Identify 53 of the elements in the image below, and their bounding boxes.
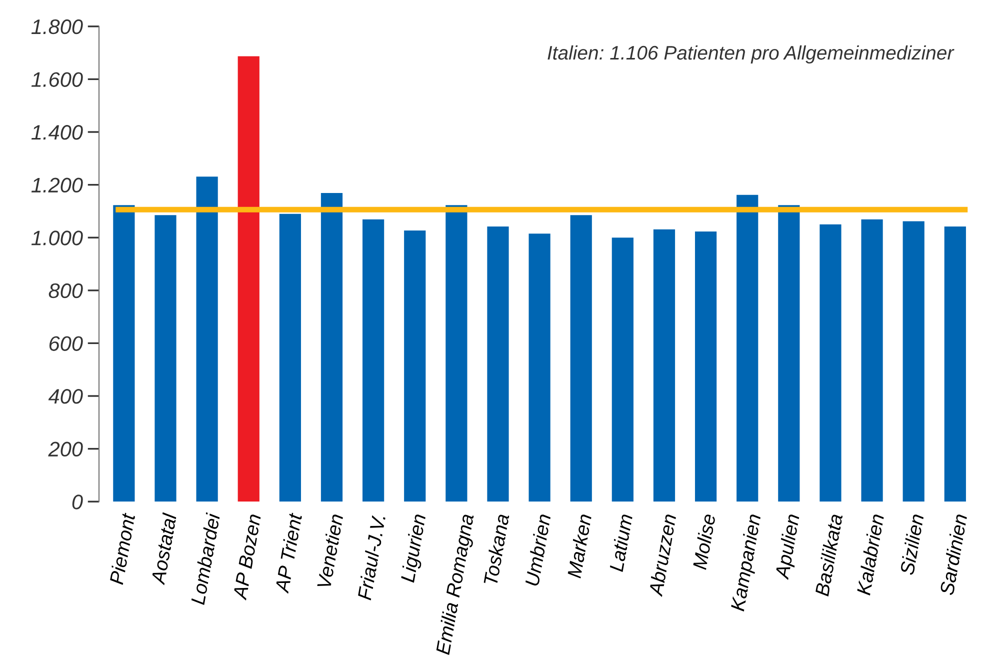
y-tick-label: 1.800: [31, 19, 83, 34]
bar: [902, 221, 924, 502]
bar: [404, 230, 426, 502]
bar: [487, 226, 509, 502]
x-tick-label: Basilikata: [814, 513, 843, 597]
x-tick-label: Abruzzen: [648, 514, 676, 598]
x-tick-label: Umbrien: [524, 514, 551, 586]
x-tick-label: Emilia Romagna: [435, 513, 478, 656]
bar: [446, 205, 468, 502]
bar: [778, 205, 800, 502]
x-tick-label: Latium: [608, 514, 633, 572]
bar: [279, 214, 301, 502]
x-tick-label: Venetien: [316, 514, 344, 588]
x-tick-label: Piemont: [108, 512, 136, 585]
bar: [736, 194, 758, 502]
bar: [528, 234, 550, 502]
bar: [944, 226, 966, 502]
x-tick-label: AP Trient: [274, 512, 302, 594]
bar: [570, 215, 592, 502]
x-tick-label: Sardinien: [939, 514, 968, 596]
y-tick-label: 200: [48, 442, 83, 457]
bar: [820, 224, 842, 502]
bar: [113, 205, 135, 502]
bar: [694, 232, 717, 502]
y-tick-label: 600: [49, 336, 83, 351]
x-tick-label: Ligurien: [400, 514, 430, 584]
y-tick-label: 1.000: [31, 230, 83, 246]
y-tick-label: 800: [48, 283, 83, 298]
annotation: Italien: 1.106 Patienten pro Allgemeinmediziner: [548, 45, 954, 64]
x-tick-label: Kampanien: [730, 514, 765, 612]
x-tick-label: Sizilien: [899, 514, 924, 576]
x-tick-label: Lombardei: [190, 512, 220, 606]
y-tick-label: 0: [72, 494, 83, 510]
x-tick-label: Molise: [692, 513, 716, 570]
y-tick-label: 1.600: [31, 72, 83, 87]
x-tick-label: Aostatal: [150, 512, 177, 586]
x-tick-label: Kalabrien: [856, 514, 884, 596]
bar: [154, 215, 176, 502]
bar: [612, 238, 634, 502]
y-tick-label: 1.200: [31, 178, 83, 193]
x-tick-label: Marken: [566, 514, 592, 578]
x-tick-label: Friaul-J.V.: [356, 515, 386, 600]
bar: [238, 56, 260, 502]
bar: [861, 219, 883, 502]
x-tick-label: Apulien: [774, 514, 804, 581]
x-tick-label: AP Bozen: [232, 514, 262, 601]
bar: [196, 176, 218, 502]
bar: [320, 192, 343, 502]
x-tick-label: Toskana: [483, 513, 510, 586]
bar: [362, 219, 384, 502]
y-tick-label: 400: [48, 389, 83, 404]
y-tick-label: 1.400: [31, 125, 83, 140]
bar: [653, 229, 676, 502]
